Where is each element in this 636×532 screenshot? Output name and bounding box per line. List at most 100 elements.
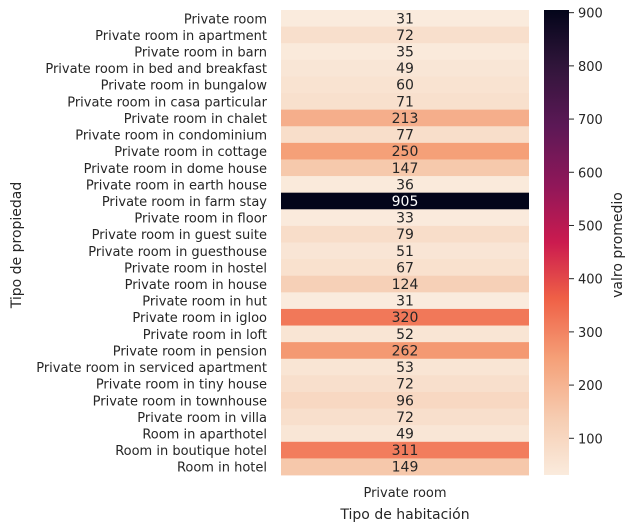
heatmap-cell — [281, 242, 529, 260]
row-label: Private room in bed and breakfast — [45, 62, 267, 77]
cell-value-label: 77 — [396, 128, 414, 144]
row-label: Private room in igloo — [132, 311, 267, 326]
cell-value-label: 124 — [392, 277, 419, 293]
cell-value-label: 79 — [396, 227, 414, 243]
heatmap-cell — [281, 391, 529, 409]
heatmap-cell — [281, 59, 529, 77]
heatmap-cell — [281, 425, 529, 443]
colorbar-tick-label: 400 — [578, 273, 603, 288]
row-label: Private room in farm stay — [102, 195, 267, 210]
cell-value-label: 36 — [396, 177, 414, 193]
cell-value-label: 52 — [396, 327, 414, 343]
row-label: Private room in cottage — [114, 145, 267, 160]
heatmap-cell — [281, 176, 529, 194]
colorbar-tick-label: 200 — [578, 379, 603, 394]
heatmap-cell — [281, 209, 529, 227]
row-label: Private room in apartment — [95, 29, 267, 44]
heatmap-cell — [281, 10, 529, 28]
heatmap-cell — [281, 126, 529, 144]
colorbar-tick-label: 900 — [578, 7, 603, 22]
cell-value-label: 51 — [396, 244, 414, 260]
cell-value-label: 49 — [396, 426, 414, 442]
row-label: Private room in guesthouse — [88, 245, 267, 260]
cell-value-label: 31 — [396, 11, 414, 27]
cell-value-label: 311 — [392, 443, 419, 459]
heatmap-cell — [281, 292, 529, 310]
row-label: Private room in barn — [134, 46, 267, 61]
row-label: Room in aparthotel — [142, 427, 267, 442]
row-label: Private room in casa particular — [67, 95, 267, 110]
heatmap-cell — [281, 159, 529, 177]
row-label: Private room in hostel — [124, 261, 267, 276]
colorbar — [544, 10, 569, 475]
column-label: Private room — [363, 486, 446, 501]
colorbar-tick-label: 100 — [578, 432, 603, 447]
colorbar-tick-label: 700 — [578, 113, 603, 128]
cell-value-label: 213 — [392, 111, 419, 127]
heatmap-cell — [281, 109, 529, 127]
x-axis-label: Tipo de habitación — [339, 507, 469, 523]
colorbar-tick-label: 500 — [578, 219, 603, 234]
heatmap-cell — [281, 308, 529, 326]
cell-value-label: 72 — [396, 410, 414, 426]
heatmap-cell — [281, 259, 529, 277]
row-label: Private room in serviced apartment — [36, 361, 267, 376]
cell-value-label: 67 — [396, 260, 414, 276]
cell-value-label: 262 — [392, 343, 419, 359]
cell-value-label: 53 — [396, 360, 414, 376]
heatmap-cells: 3172354960712137725014736905337951671243… — [281, 10, 529, 476]
row-label: Private room in loft — [143, 328, 267, 343]
cell-value-label: 31 — [396, 294, 414, 310]
row-label: Private room in floor — [134, 212, 267, 227]
cell-value-label: 72 — [396, 377, 414, 393]
cell-value-label: 60 — [396, 78, 414, 94]
row-label: Private room in pension — [113, 344, 267, 359]
column-labels: Private room — [363, 486, 446, 501]
cell-value-label: 149 — [392, 460, 419, 476]
cell-value-label: 72 — [396, 28, 414, 44]
cell-value-label: 33 — [396, 211, 414, 227]
row-labels: Private room Private room in apartment Pri… — [36, 12, 267, 475]
heatmap-cell — [281, 342, 529, 360]
row-label: Private room — [184, 12, 267, 27]
row-label: Private room in tiny house — [96, 378, 267, 393]
heatmap-cell — [281, 458, 529, 476]
row-label: Private room in earth house — [86, 178, 267, 193]
heatmap-cell — [281, 76, 529, 94]
heatmap-cell — [281, 358, 529, 376]
row-label: Private room in bungalow — [101, 79, 268, 94]
heatmap-cell — [281, 408, 529, 426]
row-label: Room in boutique hotel — [115, 444, 267, 459]
colorbar-tick-label: 300 — [578, 326, 603, 341]
row-label: Private room in condominium — [75, 129, 267, 144]
cell-value-label: 147 — [392, 161, 419, 177]
heatmap-cell — [281, 43, 529, 61]
row-label: Private room in chalet — [124, 112, 267, 127]
row-label: Private room in hut — [142, 295, 267, 310]
cell-value-label: 35 — [396, 45, 414, 61]
cell-value-label: 96 — [396, 393, 414, 409]
row-label: Private room in townhouse — [93, 394, 267, 409]
row-label: Private room in house — [125, 278, 267, 293]
cell-value-label: 49 — [396, 61, 414, 77]
colorbar-ticks: 100 200 300 400 500 600 700 800 900 — [569, 7, 603, 447]
row-label: Room in hotel — [177, 461, 267, 476]
heatmap-cell — [281, 441, 529, 459]
colorbar-tick-label: 800 — [578, 60, 603, 75]
cell-value-label: 71 — [396, 94, 414, 110]
heatmap-cell — [281, 93, 529, 111]
colorbar-label: valro promedio — [610, 192, 626, 298]
heatmap-cell — [281, 225, 529, 243]
heatmap-cell — [281, 275, 529, 293]
heatmap-cell — [281, 192, 529, 210]
heatmap-cell — [281, 375, 529, 393]
row-label: Private room in guest suite — [92, 228, 267, 243]
y-axis-label: Tipo de propiedad — [9, 182, 25, 310]
cell-value-label: 320 — [392, 310, 419, 326]
row-label: Private room in villa — [137, 411, 267, 426]
colorbar-tick-label: 600 — [578, 166, 603, 181]
cell-value-label: 905 — [392, 194, 419, 210]
heatmap-cell — [281, 142, 529, 160]
cell-value-label: 250 — [392, 144, 419, 160]
row-label: Private room in dome house — [84, 162, 267, 177]
